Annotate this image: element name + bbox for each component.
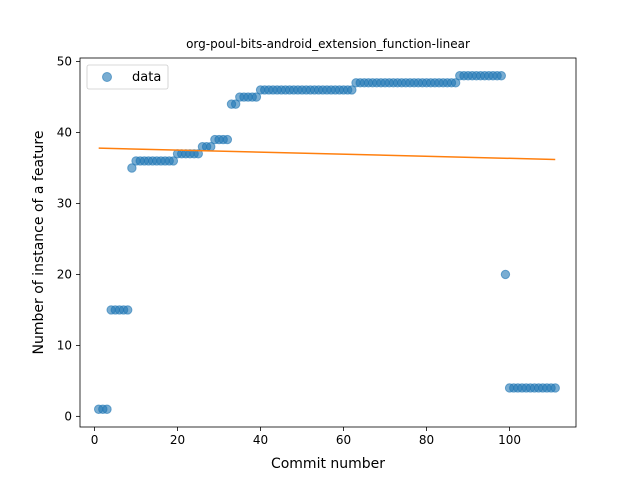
y-axis-label: Number of instance of a feature — [31, 131, 47, 355]
fit-line — [98, 147, 556, 161]
x-tick-label: 0 — [91, 433, 99, 447]
y-ticks: 0 10 20 30 40 50 — [57, 55, 80, 423]
x-tick-label: 40 — [253, 433, 268, 447]
points-layer — [93, 71, 560, 414]
legend: data — [86, 64, 169, 90]
legend-marker — [102, 72, 112, 82]
data-point — [500, 269, 511, 280]
data-point — [496, 71, 506, 81]
legend-box — [86, 64, 169, 90]
data-point — [550, 383, 560, 393]
data-point — [127, 163, 137, 173]
chart-title: org-poul-bits-android_extension_function… — [186, 37, 470, 51]
data-point — [347, 85, 357, 95]
x-tick-label: 60 — [336, 433, 351, 447]
x-axis-label: Commit number — [271, 456, 385, 472]
data-point — [102, 404, 112, 414]
y-tick-label: 0 — [64, 409, 72, 423]
data-point — [230, 99, 241, 109]
x-tick-label: 20 — [170, 433, 185, 447]
data-point — [251, 92, 262, 102]
legend-label: data — [132, 70, 161, 85]
x-tick-label: 100 — [498, 433, 521, 447]
data-point — [222, 134, 233, 145]
data-point — [123, 305, 133, 315]
fit-line-layer — [98, 147, 556, 161]
x-ticks: 0 20 40 60 80 100 — [91, 427, 521, 447]
data-point — [168, 156, 179, 166]
x-tick-label: 80 — [419, 433, 434, 447]
y-tick-label: 10 — [57, 338, 72, 352]
y-tick-label: 50 — [57, 55, 72, 69]
y-tick-label: 20 — [57, 267, 72, 281]
y-tick-label: 40 — [57, 126, 72, 140]
plot-frame — [79, 57, 577, 428]
data-point — [193, 149, 203, 159]
y-tick-label: 30 — [57, 196, 72, 210]
data-point — [450, 78, 461, 88]
